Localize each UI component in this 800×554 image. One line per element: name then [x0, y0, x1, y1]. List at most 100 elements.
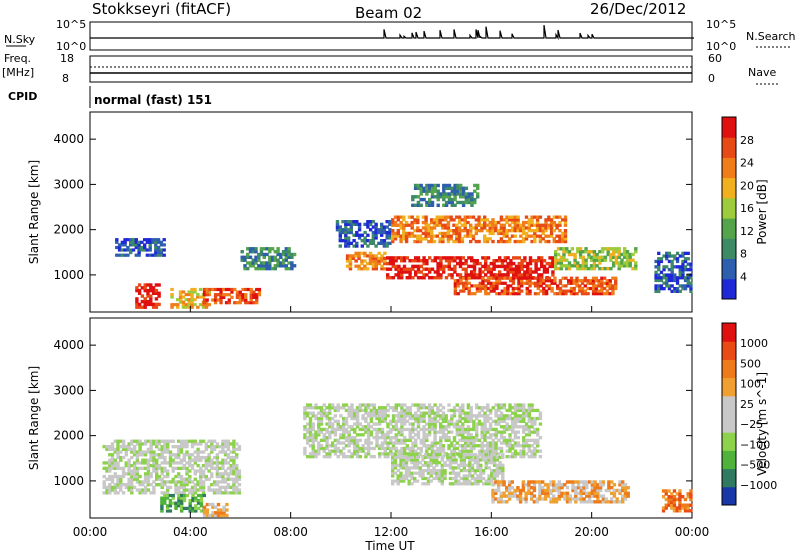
power-echo-cell — [374, 233, 378, 237]
velocity-echo-cell — [505, 427, 509, 432]
power-echo-cell — [279, 255, 283, 259]
velocity-echo-cell — [414, 441, 418, 445]
power-echo-cell — [382, 228, 387, 232]
power-echo-cell — [438, 239, 442, 244]
power-echo-cell — [148, 240, 152, 244]
power-echo-cell — [349, 222, 353, 226]
velocity-echo-cell — [344, 416, 349, 421]
velocity-echo-cell — [527, 455, 531, 459]
velocity-echo-cell — [201, 485, 206, 489]
power-echo-cell — [335, 220, 340, 224]
velocity-echo-cell — [311, 411, 315, 415]
power-echo-cell — [159, 240, 164, 244]
velocity-echo-cell — [317, 433, 321, 437]
velocity-echo-cell — [141, 461, 145, 465]
velocity-echo-cell — [235, 474, 239, 479]
power-echo-cell — [416, 229, 420, 233]
power-echo-cell — [427, 234, 431, 238]
velocity-echo-cell — [193, 455, 197, 460]
velocity-echo-cell — [480, 446, 484, 451]
velocity-echo-cell — [433, 403, 437, 407]
velocity-echo-cell — [511, 446, 515, 451]
power-echo-cell — [573, 258, 577, 262]
velocity-echo-cell — [353, 422, 357, 426]
power-echo-cell — [538, 234, 543, 238]
velocity-echo-cell — [552, 483, 556, 487]
velocity-echo-cell — [433, 414, 437, 418]
velocity-echo-cell — [190, 488, 195, 492]
velocity-echo-cell — [466, 438, 471, 442]
power-echo-cell — [363, 239, 367, 243]
velocity-echo-cell — [426, 463, 431, 467]
velocity-echo-cell — [143, 442, 148, 446]
velocity-echo-cell — [450, 441, 454, 445]
power-echo-cell — [344, 230, 348, 235]
power-echo-cell — [170, 305, 174, 309]
velocity-echo-cell — [174, 491, 178, 495]
power-echo-cell — [683, 268, 688, 272]
power-echo-cell — [187, 300, 191, 304]
power-echo-cell — [570, 252, 574, 257]
power-echo-cell — [517, 286, 521, 291]
power-echo-cell — [591, 276, 596, 280]
velocity-echo-cell — [366, 422, 371, 426]
power-echo-cell — [609, 255, 613, 259]
velocity-echo-cell — [212, 455, 217, 460]
velocity-echo-cell — [587, 497, 592, 501]
power-echo-cell — [506, 284, 510, 288]
velocity-echo-cell — [533, 419, 537, 423]
velocity-echo-cell — [568, 497, 572, 501]
power-echo-cell — [544, 223, 548, 227]
power-echo-cell — [385, 233, 389, 237]
power-echo-cell — [251, 258, 255, 262]
velocity-echo-cell — [199, 504, 204, 508]
power-echo-cell — [198, 303, 203, 307]
power-echo-cell — [550, 281, 554, 285]
velocity-echo-cell — [342, 419, 346, 423]
date-title: 26/Dec/2012 — [590, 0, 686, 18]
velocity-echo-cell — [505, 414, 509, 418]
power-echo-cell — [262, 264, 266, 268]
power-echo-cell — [505, 234, 509, 238]
power-echo-cell — [352, 244, 356, 248]
power-echo-cell — [563, 215, 568, 219]
velocity-echo-cell — [108, 477, 112, 481]
power-echo-cell — [422, 273, 426, 277]
velocity-echo-cell — [155, 477, 159, 481]
power-echo-cell — [137, 251, 141, 255]
velocity-echo-cell — [182, 496, 187, 500]
velocity-echo-cell — [185, 445, 189, 449]
velocity-echo-cell — [372, 408, 376, 413]
velocity-echo-cell — [141, 442, 145, 446]
velocity-echo-cell — [375, 422, 379, 426]
velocity-echo-cell — [447, 422, 451, 426]
power-echo-cell — [657, 265, 661, 269]
velocity-echo-cell — [204, 464, 208, 468]
velocity-echo-cell — [339, 449, 343, 453]
power-echo-cell — [517, 284, 521, 288]
velocity-echo-cell — [314, 452, 318, 456]
power-echo-cell — [536, 292, 540, 296]
velocity-echo-cell — [179, 485, 184, 489]
velocity-echo-cell — [191, 499, 195, 503]
power-echo-cell — [478, 289, 482, 293]
velocity-echo-cell — [328, 430, 332, 434]
power-echo-cell — [273, 255, 277, 259]
velocity-echo-cell — [185, 480, 189, 484]
velocity-echo-cell — [124, 445, 128, 449]
velocity-echo-cell — [146, 477, 151, 481]
velocity-echo-cell — [152, 450, 156, 454]
power-echo-cell — [357, 236, 362, 240]
velocity-echo-cell — [527, 433, 531, 437]
power-echo-cell — [592, 264, 597, 268]
velocity-echo-cell — [516, 425, 520, 429]
velocity-echo-cell — [465, 482, 469, 486]
velocity-echo-cell — [439, 441, 443, 445]
power-echo-cell — [467, 286, 471, 291]
power-echo-cell — [453, 281, 458, 285]
power-echo-cell — [396, 234, 400, 238]
velocity-echo-cell — [143, 491, 148, 495]
velocity-echo-cell — [433, 425, 437, 429]
power-echo-cell — [335, 228, 340, 232]
velocity-echo-cell — [498, 469, 502, 473]
